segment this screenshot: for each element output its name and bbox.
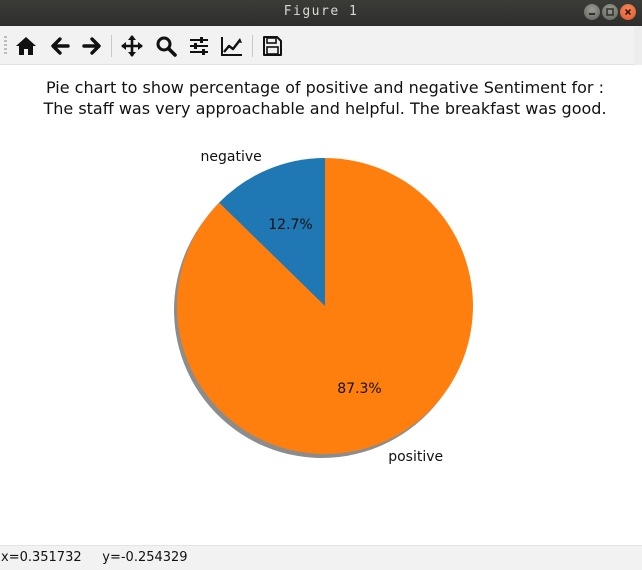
move-icon bbox=[121, 35, 143, 57]
status-bar: x=0.351732 y=-0.254329 bbox=[0, 545, 642, 570]
pie-label-positive: positive bbox=[388, 449, 443, 465]
forward-button[interactable] bbox=[79, 33, 105, 59]
zoom-button[interactable] bbox=[153, 33, 179, 59]
window-titlebar: Figure 1 bbox=[0, 0, 642, 26]
maximize-button[interactable] bbox=[602, 4, 618, 20]
toolbar-grip[interactable] bbox=[4, 36, 7, 56]
floppy-disk-icon bbox=[263, 36, 282, 56]
pan-button[interactable] bbox=[119, 33, 145, 59]
cursor-coordinates: x=0.351732 y=-0.254329 bbox=[1, 550, 188, 565]
save-button[interactable] bbox=[259, 33, 285, 59]
pie-slice-negative bbox=[219, 158, 325, 306]
home-icon bbox=[16, 37, 36, 55]
figure-canvas[interactable]: Pie chart to show percentage of positive… bbox=[0, 65, 642, 545]
chart-subtitle: The staff was very approachable and help… bbox=[42, 99, 606, 118]
pie-chart: Pie chart to show percentage of positive… bbox=[42, 78, 606, 465]
back-button[interactable] bbox=[47, 33, 73, 59]
line-chart-icon bbox=[221, 37, 242, 56]
window-title: Figure 1 bbox=[283, 4, 359, 19]
arrow-left-icon bbox=[51, 37, 70, 55]
edit-axes-button[interactable] bbox=[219, 33, 245, 59]
toolbar bbox=[0, 26, 642, 65]
pie-slice-positive bbox=[177, 158, 474, 455]
pie-label-negative: negative bbox=[201, 149, 262, 165]
pie-pct-label-positive: 87.3% bbox=[337, 381, 381, 397]
toolbar-separator bbox=[252, 35, 253, 57]
subplots-button[interactable] bbox=[186, 33, 212, 59]
sliders-icon bbox=[190, 37, 208, 55]
chart-title: Pie chart to show percentage of positive… bbox=[46, 78, 604, 97]
close-icon bbox=[624, 8, 632, 16]
arrow-right-icon bbox=[82, 37, 101, 55]
pie-pct-label-negative: 12.7% bbox=[268, 217, 312, 233]
close-button[interactable] bbox=[620, 4, 636, 20]
magnifier-icon bbox=[156, 36, 177, 57]
pie-labels: negative 12.7% positive 87.3% bbox=[201, 149, 444, 465]
pie-slices bbox=[177, 158, 474, 455]
maximize-icon bbox=[606, 8, 614, 16]
toolbar-separator bbox=[111, 35, 112, 57]
minimize-button[interactable] bbox=[584, 4, 600, 20]
home-button[interactable] bbox=[13, 33, 39, 59]
window-controls bbox=[584, 4, 636, 20]
minimize-icon bbox=[589, 13, 595, 15]
